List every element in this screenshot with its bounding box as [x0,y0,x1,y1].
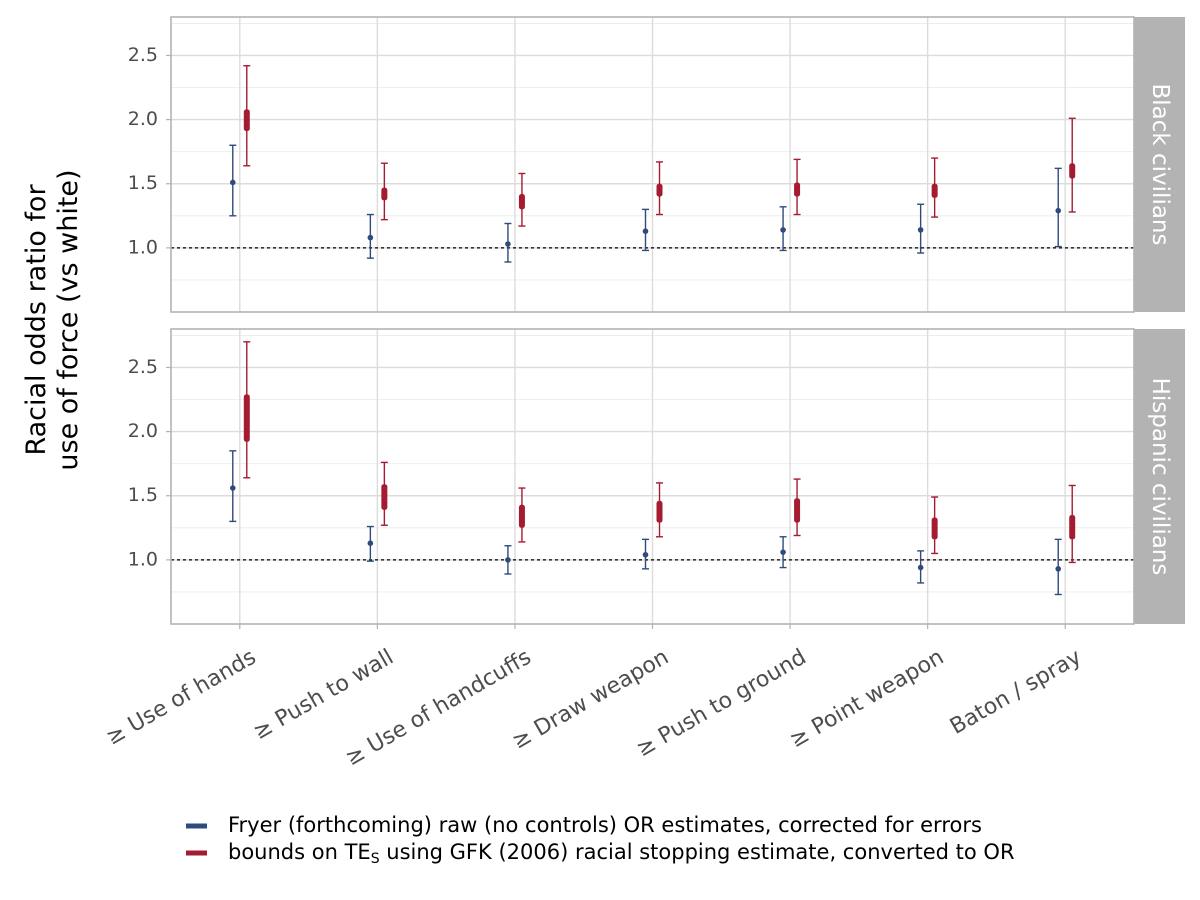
y-tick-label: 2.0 [128,108,158,130]
legend: Fryer (forthcoming) raw (no controls) OR… [186,813,1015,867]
fryer-point [780,227,786,233]
y-tick-label: 1.0 [128,236,158,258]
strip-label: Hispanic civilians [1147,378,1173,576]
legend-subscript: S [371,851,380,867]
y-axis-title-line: use of force (vs white) [53,169,84,470]
panel-hispanic: Hispanic civilians 1.0 1.5 2.0 2.5 [128,328,1185,625]
bounds-interval [1069,163,1076,179]
bounds-interval [518,194,525,210]
fryer-point [917,227,924,233]
bounds-interval [794,182,801,197]
fryer-point [505,241,511,247]
fryer-point [229,179,236,186]
bounds-interval [931,183,938,198]
strip-label: Black civilians [1147,83,1173,245]
y-tick-label: 2.5 [128,44,158,66]
fryer-point [642,551,649,558]
legend-label-bounds: bounds on TES using GFK (2006) racial st… [228,840,1015,867]
fryer-point [642,228,649,234]
x-tick-label: Baton / spray [946,645,1086,740]
fryer-point [1055,207,1062,214]
legend-text-part: bounds on TE [228,840,371,864]
x-tick-label: ≥ Use of hands [102,645,260,751]
fryer-point [367,234,374,241]
bounds-interval [794,498,801,523]
fryer-point [1055,566,1062,572]
fryer-point [505,557,511,563]
bounds-interval [656,183,663,197]
bounds-interval [243,394,250,442]
bounds-interval [243,109,250,132]
bounds-interval [381,187,388,201]
strip-background [1134,17,1185,312]
y-axis-title: Racial odds ratio foruse of force (vs wh… [21,169,84,470]
fryer-point [229,485,236,491]
x-tick-label: ≥ Point weapon [786,645,949,753]
legend-text-part: Fryer (forthcoming) raw (no controls) OR… [228,813,982,837]
panel-black: Black civilians 1.0 1.5 2.0 2.5 [128,16,1185,313]
y-tick-label: 1.0 [128,548,158,570]
y-axis-title-line: Racial odds ratio for [21,184,52,456]
bounds-interval [518,504,525,528]
fryer-point [780,549,786,555]
strip-background [1134,329,1185,624]
bounds-interval [656,500,663,523]
legend-text-part: using GFK (2006) racial stopping estimat… [380,840,1015,864]
y-tick-label: 2.0 [128,420,158,442]
fryer-point [367,540,374,546]
bounds-interval [381,484,388,510]
bounds-interval [1069,514,1076,540]
legend-label-fryer: Fryer (forthcoming) raw (no controls) OR… [228,813,982,837]
y-tick-label: 2.5 [128,356,158,378]
fryer-point [917,564,924,571]
y-tick-label: 1.5 [128,172,158,194]
y-tick-label: 1.5 [128,484,158,506]
bounds-interval [931,517,938,540]
